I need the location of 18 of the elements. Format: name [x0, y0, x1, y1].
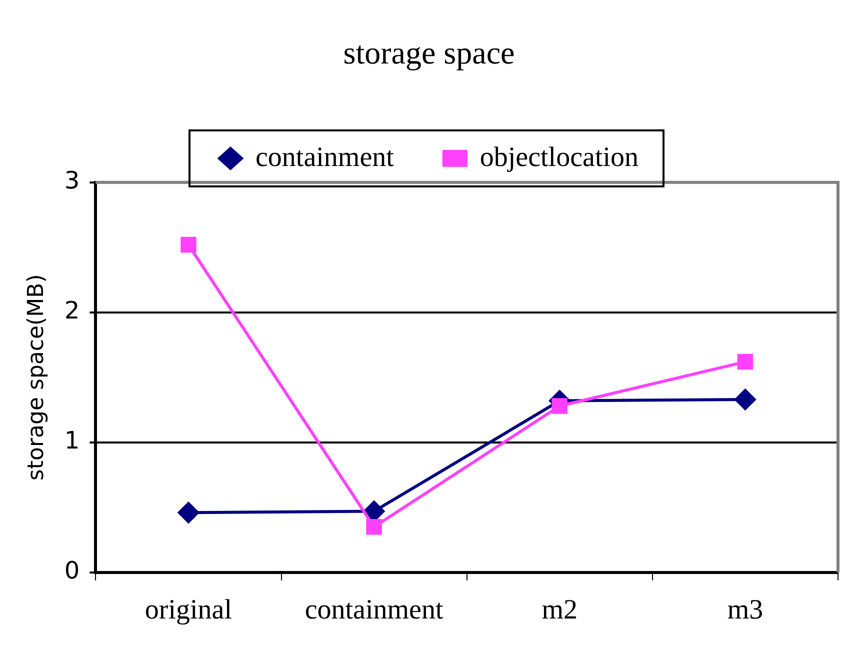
y-tick-label: 2: [64, 296, 80, 325]
x-tick-label: m3: [727, 594, 764, 626]
point: [178, 502, 199, 524]
y-tick-label: 3: [64, 166, 80, 195]
y-axis-title: storage space(MB): [24, 274, 49, 481]
point: [737, 354, 754, 370]
x-tick-label: original: [144, 594, 232, 626]
y-tick-label: 1: [64, 426, 80, 455]
point: [180, 236, 196, 253]
x-tick-label: m2: [542, 594, 578, 626]
point: [366, 519, 382, 535]
y-tick-label: 0: [64, 556, 80, 585]
legend-label: containment: [255, 142, 394, 173]
legend-label: objectlocation: [480, 142, 639, 173]
chart-title: storage space: [343, 34, 515, 71]
point: [552, 398, 568, 414]
x-tick-label: containment: [304, 594, 444, 626]
point: [734, 389, 756, 410]
